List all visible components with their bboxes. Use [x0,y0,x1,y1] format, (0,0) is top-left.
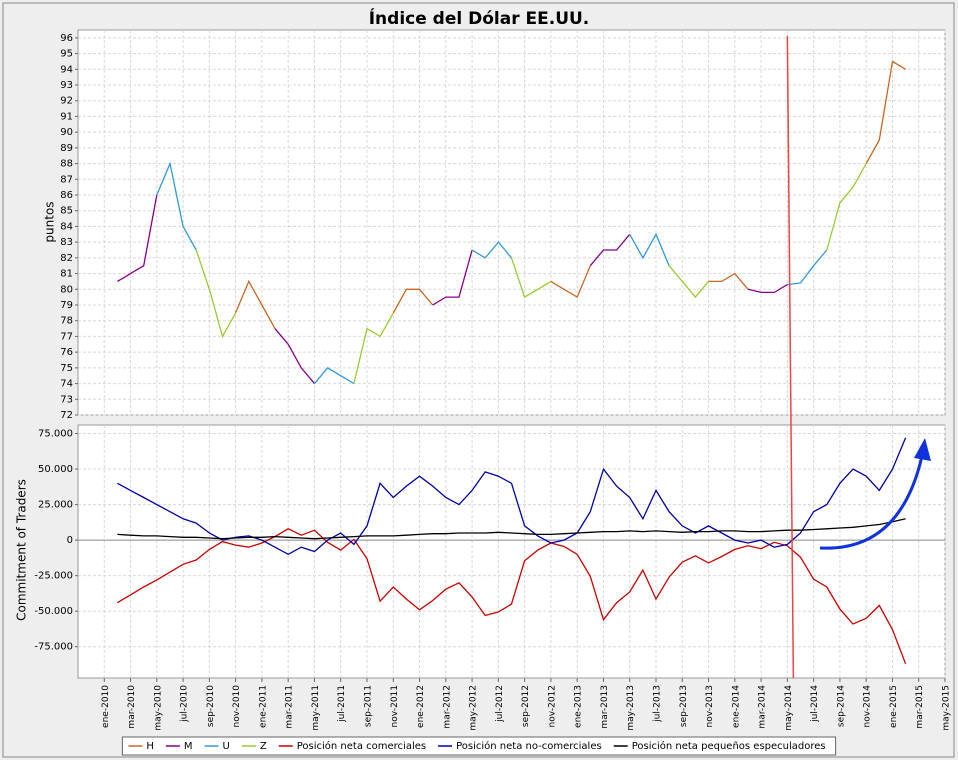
y-tick-label: 92 [60,96,73,107]
y-tick-label: -25.000 [34,571,73,582]
x-tick-label: ene-2013 [574,685,584,728]
x-tick-label: nov-2011 [390,685,400,727]
y-tick-label: 25.000 [38,500,73,511]
x-tick-label: nov-2012 [547,685,557,727]
series-line [156,161,828,385]
x-tick-label: jul-2013 [653,685,663,723]
series-line [117,528,907,665]
y-tick-label: 0 [67,535,73,546]
x-tick-label: mar-2014 [758,685,768,729]
legend-label: H [146,741,154,752]
legend: H M U Z Posición neta comerciales Posición ne… [121,736,837,756]
legend-label: Posición neta pequeños especuladores [632,740,826,752]
y-tick-label: -75.000 [34,642,73,653]
y-tick-label: 79 [60,300,73,311]
x-tick-label: may-2015 [942,685,952,731]
y-tick-label: 72 [60,410,73,421]
x-tick-label: mar-2011 [285,685,295,729]
y-tick-label: 74 [60,379,73,390]
legend-label: U [223,741,230,752]
y-tick-label: 73 [60,394,73,405]
y-tick-label: 77 [60,331,73,342]
arrow-head [914,438,931,461]
y-tick-label: 75 [60,363,73,374]
x-tick-label: sep-2013 [679,685,689,727]
x-tick-label: may-2014 [784,685,794,731]
legend-label: Z [260,741,267,752]
y-axis-label: Commitment of Traders [15,479,29,621]
y-tick-label: 89 [60,143,73,154]
y-tick-label: -50.000 [34,606,73,617]
y-tick-label: 80 [60,284,73,295]
legend-box [121,736,837,756]
y-tick-label: 78 [60,316,73,327]
plot-area [77,29,946,416]
y-tick-label: 91 [60,111,73,122]
series-line [117,194,788,385]
x-tick-label: mar-2012 [442,685,452,729]
y-tick-label: 93 [60,80,73,91]
x-tick-label: jul-2011 [337,685,347,723]
series-line [117,437,907,556]
x-tick-label: mar-2015 [915,685,925,729]
legend-label: Posición neta no-comerciales [456,740,602,752]
chart-title: Índice del Dólar EE.UU. [369,7,590,29]
x-tick-label: mar-2010 [127,685,137,729]
x-tick-label: nov-2010 [232,685,242,728]
x-tick-label: may-2013 [626,685,636,731]
legend-label: M [184,741,193,752]
y-tick-label: 88 [60,159,73,170]
y-tick-label: 82 [60,253,73,264]
y-tick-label: 94 [60,64,73,75]
y-tick-label: 95 [60,49,73,60]
x-tick-label: mar-2013 [600,685,610,729]
x-tick-label: ene-2012 [416,685,426,728]
legend-label: Posición neta comerciales [297,740,426,752]
y-tick-label: 85 [60,206,73,217]
x-tick-label: nov-2014 [863,685,873,728]
y-tick-label: 83 [60,237,73,248]
x-tick-label: jul-2014 [810,685,820,723]
x-tick-label: jul-2010 [180,685,190,723]
y-tick-label: 86 [60,190,73,201]
y-tick-label: 90 [60,127,73,138]
y-tick-label: 96 [60,33,73,44]
x-tick-label: sep-2012 [521,685,531,727]
y-tick-label: 50.000 [38,464,73,475]
x-tick-label: ene-2011 [258,685,268,728]
arrow [819,455,924,550]
x-tick-label: ene-2015 [889,685,899,728]
marker-line [786,35,795,679]
x-tick-label: sep-2014 [836,685,846,727]
plot-area [77,424,946,679]
x-tick-label: may-2012 [469,685,479,731]
series-line [117,518,906,540]
series-line [195,163,867,384]
series-line [235,60,906,329]
x-tick-label: ene-2010 [101,685,111,728]
y-tick-label: 84 [60,221,73,232]
y-axis-label: puntos [43,201,57,242]
x-tick-label: may-2011 [311,685,321,731]
x-tick-label: jul-2012 [495,685,505,723]
x-tick-label: may-2010 [153,685,163,731]
x-tick-label: nov-2013 [705,685,715,727]
y-tick-label: 75.000 [38,429,73,440]
y-tick-label: 76 [60,347,73,358]
x-tick-label: ene-2014 [731,685,741,728]
y-tick-label: 87 [60,174,73,185]
y-tick-label: 81 [60,269,73,280]
x-tick-label: sep-2011 [364,685,374,727]
x-tick-label: sep-2010 [206,685,216,727]
